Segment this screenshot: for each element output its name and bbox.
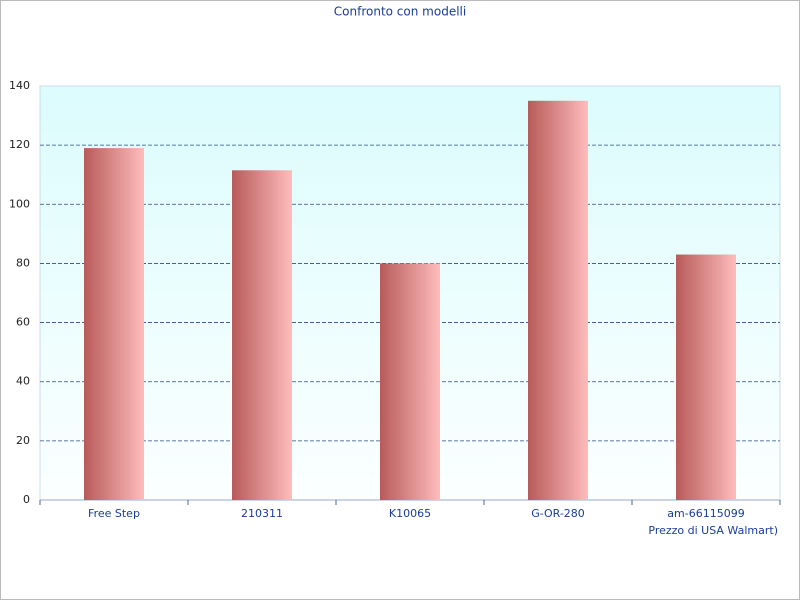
y-tick-label: 60 xyxy=(16,316,30,329)
y-tick-label: 40 xyxy=(16,375,30,388)
x-tick-label: K10065 xyxy=(389,507,431,520)
y-tick-label: 20 xyxy=(16,434,30,447)
x-tick-label: am-66115099 xyxy=(667,507,744,520)
bar xyxy=(528,100,588,501)
bar xyxy=(380,263,440,500)
bar xyxy=(676,254,736,500)
x-tick-label: Free Step xyxy=(88,507,140,520)
y-tick-label: 120 xyxy=(9,138,30,151)
y-tick-label: 140 xyxy=(9,79,30,92)
bar xyxy=(232,170,292,500)
x-axis-label: Prezzo di USA Walmart) xyxy=(648,524,778,537)
y-tick-label: 80 xyxy=(16,256,30,269)
bar xyxy=(84,148,144,500)
y-tick-label: 100 xyxy=(9,197,30,210)
chart-title: Confronto con modelli xyxy=(334,5,466,19)
x-tick-label: 210311 xyxy=(241,507,283,520)
x-tick-label: G-OR-280 xyxy=(531,507,585,520)
y-tick-label: 0 xyxy=(23,493,30,506)
